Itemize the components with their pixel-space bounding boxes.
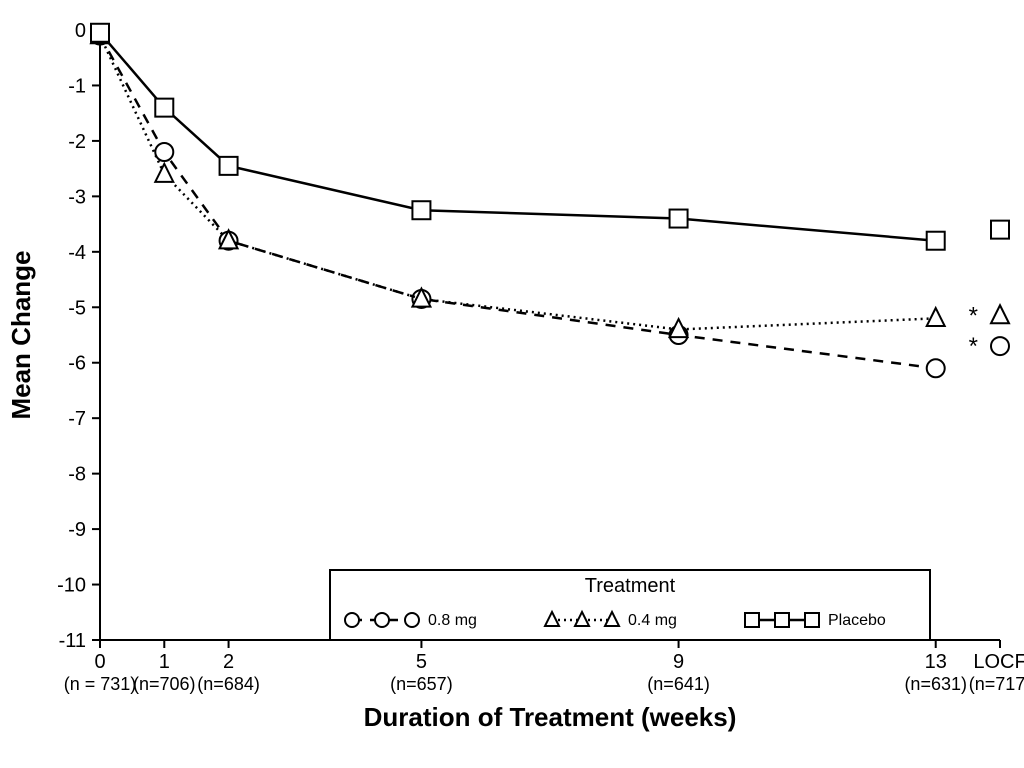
y-tick-label: -11: [59, 630, 86, 652]
x-tick-n: (n=684): [197, 674, 260, 694]
x-tick-n: (n=641): [647, 674, 710, 694]
x-tick-label: 0: [94, 651, 105, 673]
chart-container: -11-10-9-8-7-6-5-4-3-2-10Mean Change0(n …: [0, 0, 1024, 768]
x-tick-label: 13: [925, 651, 947, 673]
y-tick-label: -8: [68, 464, 86, 486]
legend-label: 0.8 mg: [428, 612, 477, 629]
legend: Treatment 0.8 mg 0.4 mg Placebo: [330, 570, 930, 640]
x-tick-n: (n=717): [969, 674, 1024, 694]
x-tick-n: (n=657): [390, 674, 453, 694]
y-tick-label: -9: [68, 519, 86, 541]
locf-annotation: *: [969, 333, 978, 360]
y-tick-label: -2: [68, 131, 86, 153]
x-tick-n: (n = 731): [64, 674, 137, 694]
y-tick-label: -7: [68, 408, 86, 430]
x-tick-label: 9: [673, 651, 684, 673]
y-tick-label: -4: [68, 242, 86, 264]
x-axis-title: Duration of Treatment (weeks): [364, 702, 737, 732]
x-tick-n: (n=706): [133, 674, 196, 694]
legend-label: Placebo: [828, 612, 886, 629]
x-tick-label: 1: [159, 651, 170, 673]
chart-svg: -11-10-9-8-7-6-5-4-3-2-10Mean Change0(n …: [0, 0, 1024, 768]
y-tick-label: -10: [57, 575, 86, 597]
y-tick-label: -1: [68, 75, 86, 97]
x-tick-n: (n=631): [904, 674, 967, 694]
y-tick-label: -3: [68, 186, 86, 208]
y-tick-label: 0: [75, 20, 86, 42]
x-tick-label: 2: [223, 651, 234, 673]
legend-title: Treatment: [585, 575, 676, 597]
x-tick-label: 5: [416, 651, 427, 673]
y-axis-title: Mean Change: [6, 250, 36, 419]
y-tick-label: -5: [68, 297, 86, 319]
y-tick-label: -6: [68, 353, 86, 375]
locf-annotation: *: [969, 303, 978, 330]
x-tick-label: LOCF: [973, 651, 1024, 673]
legend-label: 0.4 mg: [628, 612, 677, 629]
